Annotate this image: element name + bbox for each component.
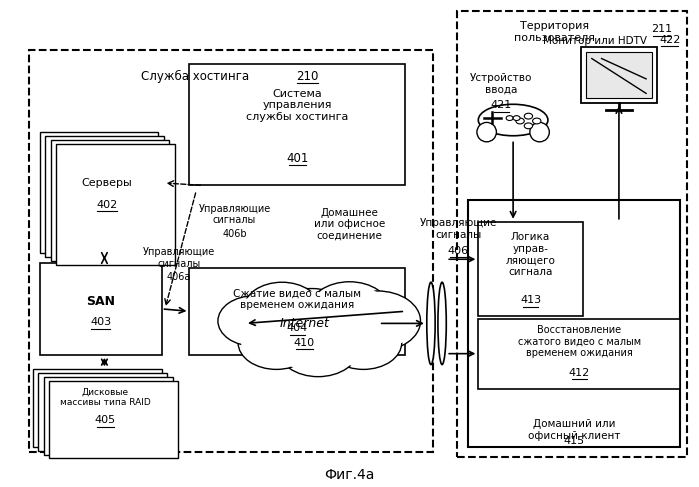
Text: 410: 410 — [294, 338, 315, 348]
Circle shape — [238, 316, 315, 370]
Ellipse shape — [531, 123, 548, 141]
Ellipse shape — [530, 122, 549, 142]
Text: Управляющие
сигналы: Управляющие сигналы — [199, 204, 271, 225]
Text: 404: 404 — [287, 323, 308, 333]
Circle shape — [244, 282, 320, 336]
Circle shape — [325, 316, 402, 370]
Bar — [57, 144, 175, 265]
Text: 210: 210 — [296, 70, 319, 83]
Circle shape — [329, 318, 398, 367]
Ellipse shape — [427, 282, 435, 365]
Circle shape — [218, 296, 290, 346]
Circle shape — [261, 288, 361, 358]
Text: 406: 406 — [447, 246, 468, 256]
Text: Сжатие видео с малым
временем ожидания: Сжатие видео с малым временем ожидания — [233, 288, 361, 310]
Ellipse shape — [477, 122, 496, 142]
Bar — [189, 268, 405, 355]
Circle shape — [221, 298, 287, 344]
Text: Internet: Internet — [280, 317, 329, 330]
Circle shape — [533, 118, 541, 124]
Bar — [478, 318, 680, 389]
Circle shape — [312, 284, 387, 336]
Text: 422: 422 — [659, 35, 680, 45]
Text: Территория
пользователя: Территория пользователя — [514, 21, 596, 43]
Circle shape — [334, 291, 421, 351]
Text: Дисковые
массивы типа RAID: Дисковые массивы типа RAID — [60, 388, 151, 407]
Text: Управляющие
сигналы: Управляющие сигналы — [419, 218, 497, 240]
Text: 403: 403 — [90, 318, 111, 327]
Circle shape — [513, 116, 520, 120]
Text: 406b: 406b — [222, 229, 247, 239]
Circle shape — [247, 284, 317, 334]
Bar — [586, 52, 651, 98]
Ellipse shape — [478, 104, 548, 136]
Bar — [478, 222, 583, 316]
Text: Устройство
ввода: Устройство ввода — [470, 73, 533, 94]
Text: Домашний или
офисный клиент: Домашний или офисный клиент — [528, 419, 620, 441]
Circle shape — [281, 323, 355, 375]
Text: Служба хостинга: Служба хостинга — [140, 70, 249, 83]
Circle shape — [278, 320, 359, 376]
Bar — [189, 64, 405, 186]
Text: Серверы: Серверы — [82, 178, 133, 188]
Circle shape — [524, 123, 533, 129]
Ellipse shape — [478, 123, 495, 141]
Bar — [468, 200, 680, 447]
Circle shape — [524, 113, 533, 119]
Text: Система
управления
службы хостинга: Система управления службы хостинга — [246, 89, 349, 122]
Bar — [50, 381, 178, 458]
Text: Управляющие
сигналы: Управляющие сигналы — [143, 247, 215, 269]
Text: 211: 211 — [651, 24, 672, 35]
Text: 402: 402 — [96, 200, 118, 210]
Bar — [457, 11, 687, 456]
Circle shape — [241, 318, 312, 367]
Bar — [44, 377, 173, 455]
Bar — [45, 136, 164, 257]
Bar — [29, 50, 433, 452]
Circle shape — [309, 282, 390, 338]
Text: Монитор или HDTV: Монитор или HDTV — [542, 36, 647, 46]
Text: Логика
управ-
ляющего
сигнала: Логика управ- ляющего сигнала — [505, 232, 556, 277]
Text: Домашнее
или офисное
соединение: Домашнее или офисное соединение — [314, 207, 385, 241]
Circle shape — [338, 293, 417, 349]
Text: 406a: 406a — [167, 272, 191, 282]
Text: 401: 401 — [286, 152, 308, 165]
Text: SAN: SAN — [86, 295, 115, 308]
Text: 415: 415 — [563, 436, 584, 446]
Ellipse shape — [438, 282, 446, 365]
Bar — [581, 47, 657, 103]
Circle shape — [516, 118, 524, 124]
Text: 421: 421 — [491, 100, 512, 111]
Text: 405: 405 — [95, 415, 116, 425]
Circle shape — [265, 291, 357, 356]
Bar — [51, 140, 169, 261]
Text: Восстановление
сжатого видео с малым
временем ожидания: Восстановление сжатого видео с малым вре… — [518, 325, 641, 358]
Bar — [38, 373, 167, 451]
Bar — [40, 132, 158, 253]
Bar — [40, 263, 161, 355]
Bar — [33, 370, 161, 447]
Circle shape — [506, 116, 513, 120]
Text: Фиг.4а: Фиг.4а — [324, 468, 375, 482]
Text: 412: 412 — [568, 368, 590, 378]
Text: 413: 413 — [520, 296, 541, 305]
